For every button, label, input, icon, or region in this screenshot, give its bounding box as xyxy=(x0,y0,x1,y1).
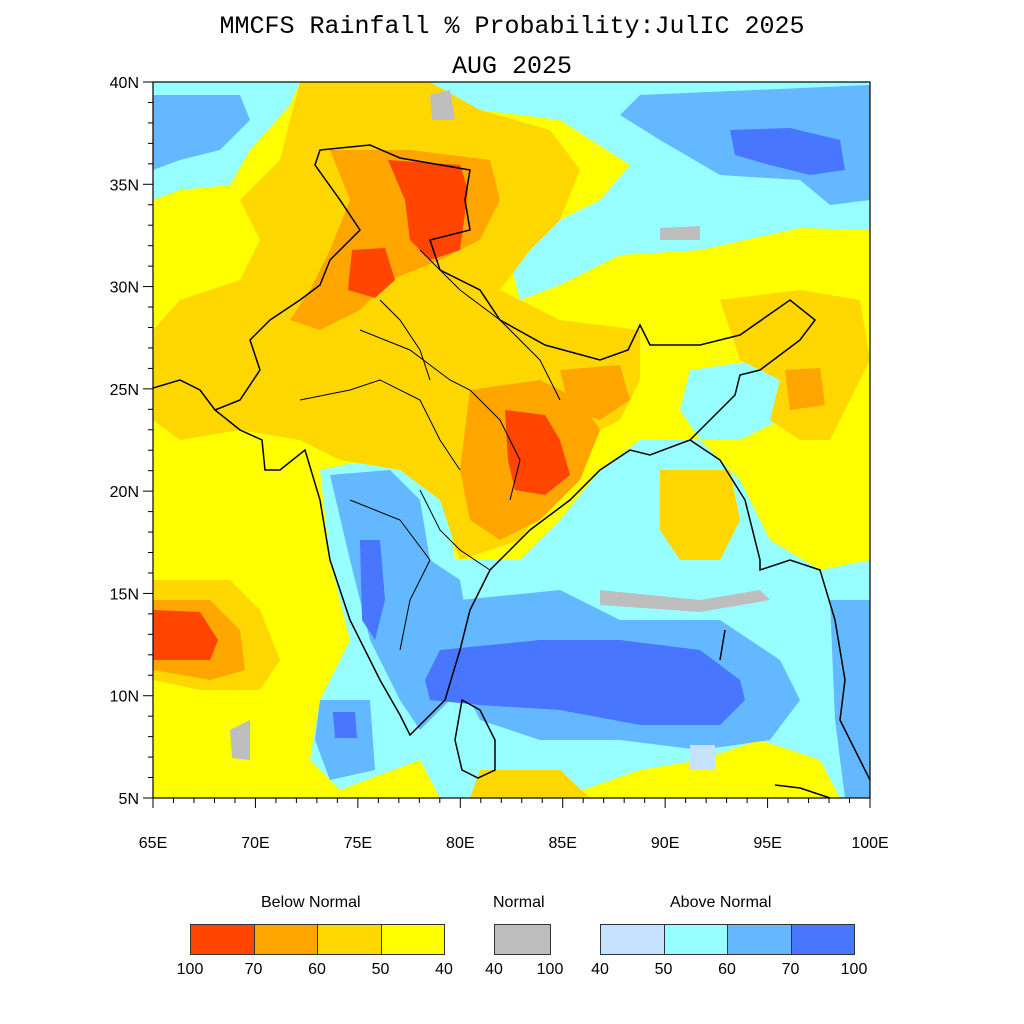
state-line-6 xyxy=(419,489,491,571)
srilanka-outline xyxy=(454,698,496,779)
axis-ticks xyxy=(143,81,871,808)
legend-below-title: Below Normal xyxy=(261,894,361,911)
lon-tick-label: 85E xyxy=(548,835,576,852)
above-40-spot xyxy=(690,745,715,770)
legend-below-swatch xyxy=(317,924,382,955)
legend-above-tick: 50 xyxy=(654,961,673,978)
state-line-1 xyxy=(359,329,521,501)
state-line-4 xyxy=(419,249,561,401)
lon-tick-label: 95E xyxy=(753,835,781,852)
lat-tick-label: 35N xyxy=(110,177,139,194)
legend-below-swatch xyxy=(190,924,255,955)
legend-below-tick: 50 xyxy=(371,961,390,978)
above-50-bengal-region xyxy=(680,360,790,440)
legend-above-tick: 70 xyxy=(781,961,800,978)
legend-above-swatch xyxy=(600,924,665,955)
legend-normal-title: Normal xyxy=(493,894,545,911)
coastlines xyxy=(153,144,870,798)
lat-tick-label: 40N xyxy=(110,75,139,92)
legend-above-tick: 60 xyxy=(718,961,736,978)
below-60-east-region xyxy=(560,365,630,420)
lat-tick-label: 25N xyxy=(110,382,139,399)
lat-tick-label: 30N xyxy=(110,280,139,297)
above-70-tibet-region xyxy=(730,128,845,175)
andaman-line xyxy=(719,629,726,661)
lat-tick-label: 15N xyxy=(110,586,139,603)
above-60-arabian-spot xyxy=(315,700,375,780)
above-70-ocean-region xyxy=(425,640,745,725)
legend-above-swatch xyxy=(663,924,728,955)
india-outline xyxy=(213,144,817,737)
above-60-northwest-region xyxy=(153,95,250,170)
legend-below-tick: 100 xyxy=(176,961,204,978)
below-50-myanmar-region xyxy=(720,290,870,440)
lon-tick-label: 80E xyxy=(446,835,474,852)
normal-patch-east xyxy=(660,226,700,240)
legend-normal-tick: 100 xyxy=(536,961,564,978)
legend-below-tick: 70 xyxy=(244,961,263,978)
map-frame xyxy=(152,81,871,799)
legend-below-swatch xyxy=(253,924,318,955)
probability-field xyxy=(153,82,870,798)
legend-above-tick: 40 xyxy=(591,961,609,978)
below-70-arabian-region xyxy=(153,610,218,660)
legend-normal-swatch xyxy=(494,924,551,955)
legend-above-title: Above Normal xyxy=(670,894,772,911)
lon-tick-label: 100E xyxy=(851,835,888,852)
lon-tick-label: 70E xyxy=(241,835,269,852)
below-70-central-region xyxy=(505,410,570,495)
legend-below-tick: 40 xyxy=(435,961,453,978)
state-line-3 xyxy=(349,499,431,651)
above-70-arabian-spot xyxy=(333,712,357,738)
below-60-myanmar-spot xyxy=(785,368,825,410)
legend-below-swatch xyxy=(380,924,445,955)
lon-tick-label: 90E xyxy=(651,835,679,852)
lat-tick-label: 20N xyxy=(110,484,139,501)
legend-below-tick: 60 xyxy=(308,961,326,978)
lat-tick-label: 5N xyxy=(119,791,139,808)
map-subtitle: AUG 2025 xyxy=(451,52,573,81)
myanmar-coast xyxy=(689,439,870,781)
above-70-peninsula-spot xyxy=(360,540,385,640)
lon-tick-label: 65E xyxy=(139,835,167,852)
below-70-punjab-region xyxy=(348,248,395,298)
normal-patch-bay xyxy=(600,590,770,612)
lat-tick-label: 10N xyxy=(110,689,139,706)
state-line-2 xyxy=(299,379,461,471)
below-50-bay-region xyxy=(660,470,740,560)
axis-labels: 40N 35N 30N 25N 20N 15N 10N 5N 65E 70E 75E 80E 85E 90… xyxy=(110,75,889,852)
legend-above-swatch xyxy=(790,924,855,955)
state-line-5 xyxy=(379,299,431,381)
normal-patch-arabian xyxy=(230,720,250,760)
lon-tick-label: 75E xyxy=(344,835,372,852)
normal-patch-north xyxy=(430,90,455,120)
below-50-south-region xyxy=(470,770,590,798)
legend-above-swatch xyxy=(727,924,792,955)
malay-coast xyxy=(774,784,831,798)
pakistan-coast xyxy=(153,379,216,411)
map-title: MMCFS Rainfall % Probability:JulIC 2025 xyxy=(219,12,805,41)
legend-above-tick: 100 xyxy=(840,961,868,978)
legend-normal-tick: 40 xyxy=(485,961,503,978)
